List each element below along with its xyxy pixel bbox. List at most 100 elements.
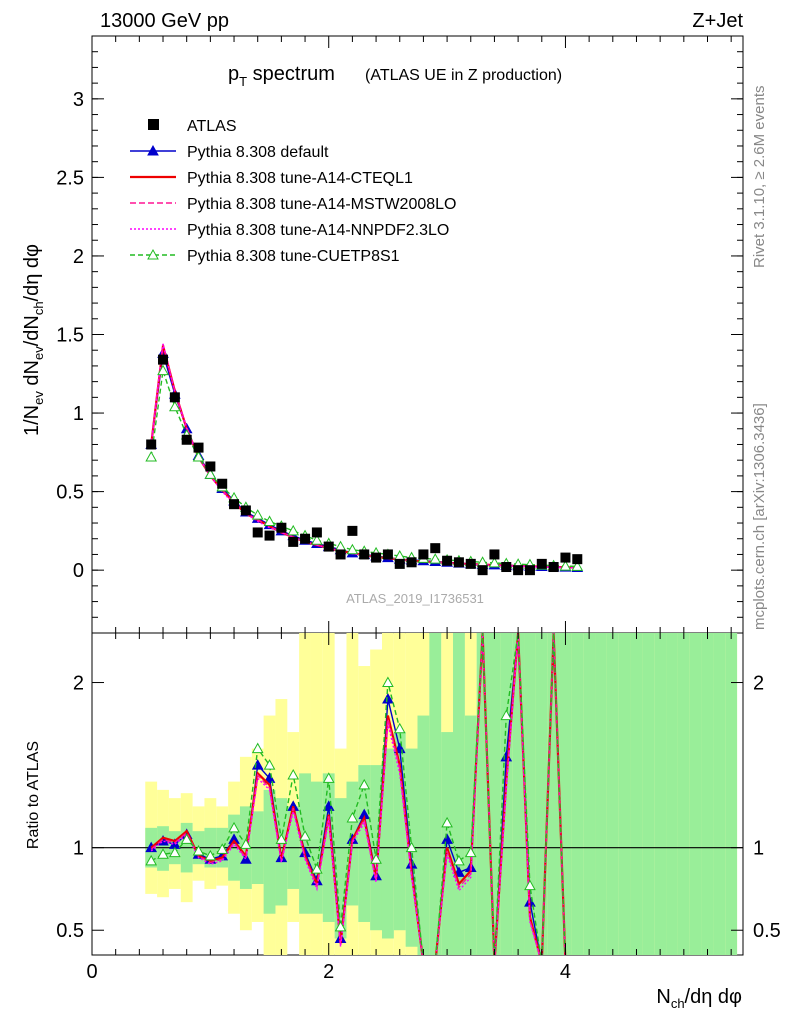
legend-entry: Pythia 8.308 tune-A14-MSTW2008LO [130, 196, 456, 213]
band-green [559, 633, 572, 955]
main-point [204, 468, 217, 479]
main-point [251, 509, 264, 520]
band-green [476, 633, 489, 955]
ratio-point [441, 833, 453, 844]
ratio-point [322, 800, 335, 811]
band-green [618, 633, 631, 955]
axes-layer: 00.511.522.530.5 0.51 12 20 2 4 [56, 36, 781, 983]
main-point [263, 515, 276, 526]
atlas-data-point [217, 478, 228, 489]
main-point [488, 556, 501, 568]
band-green [512, 633, 525, 955]
ratio-y-tick-label-right: 1 [753, 838, 764, 860]
atlas-data-point [276, 522, 287, 533]
ratio-point [299, 830, 311, 841]
legend-marker-square [148, 119, 159, 130]
main-line [150, 343, 578, 569]
ratio-point [322, 772, 335, 783]
band-green [453, 633, 465, 955]
atlas-data-point [311, 527, 322, 538]
main-y-tick-label: 1.5 [56, 325, 84, 347]
main-line [150, 345, 578, 569]
band-green [429, 633, 442, 955]
main-point [346, 543, 359, 555]
ratio-point [346, 811, 359, 823]
main-point [287, 524, 300, 536]
band-green [571, 633, 584, 955]
atlas-data-point [193, 442, 204, 453]
band-green [713, 633, 726, 955]
ratio-point [358, 778, 371, 790]
atlas-data-point [229, 499, 240, 510]
ratio-series-layer [145, 633, 567, 955]
atlas-data-point [240, 505, 251, 516]
ratio-point [500, 709, 513, 721]
legend-marker [147, 144, 159, 156]
main-point [169, 400, 181, 412]
band-green [535, 633, 548, 955]
legend-entry: Pythia 8.308 tune-A14-NNPDF2.3LO [130, 222, 449, 239]
legend-label: Pythia 8.308 tune-A14-MSTW2008LO [187, 196, 456, 213]
legend-label: Pythia 8.308 tune-A14-CTEQL1 [187, 170, 413, 187]
atlas-data-point [323, 541, 334, 552]
atlas-data-point [548, 562, 559, 573]
atlas-data-point [442, 555, 453, 566]
ratio-point [240, 838, 252, 849]
atlas-data-point [465, 558, 476, 569]
legend-label: ATLAS [187, 118, 237, 135]
ratio-point [405, 841, 418, 853]
atlas-data-point [477, 565, 488, 576]
x-axis-label: Nch/dη dφ [656, 986, 742, 1011]
atlas-data-point [335, 549, 346, 560]
band-green [381, 748, 394, 939]
atlas-data-point [371, 552, 382, 563]
ratio-point [393, 722, 406, 734]
ratio-point [453, 854, 465, 866]
ratio-y-tick-label: 2 [73, 673, 84, 695]
ratio-y-tick-label: 0.5 [56, 920, 84, 942]
band-green [547, 633, 560, 955]
atlas-data-point [536, 558, 547, 569]
main-point [571, 560, 584, 571]
main-y-tick-label: 2 [73, 246, 84, 268]
legend-marker [147, 248, 159, 260]
atlas-data-point [406, 557, 417, 568]
band-green [299, 773, 311, 914]
ratio-uncertainty-bands [92, 633, 743, 955]
band-green [642, 633, 655, 955]
atlas-data-point [489, 549, 500, 560]
atlas-data-point [418, 549, 429, 560]
band-green [666, 633, 678, 955]
band-green [595, 633, 607, 955]
legend-label: Pythia 8.308 default [187, 144, 329, 161]
collision-energy-label: 13000 GeV pp [100, 10, 229, 32]
atlas-data-point [288, 536, 299, 547]
band-green [701, 633, 714, 955]
ratio-point [524, 879, 536, 891]
ratio-point [204, 849, 217, 861]
ratio-y-tick-label-right: 2 [753, 673, 764, 695]
band-green [464, 715, 477, 955]
atlas-data-point [169, 392, 180, 403]
ratio-point [145, 854, 158, 866]
x-tick-label: 0 [86, 961, 97, 983]
ratio-point [334, 920, 347, 932]
ratio-point [287, 768, 300, 780]
main-point [311, 534, 323, 545]
legend-label: Pythia 8.308 tune-CUETP8S1 [187, 248, 400, 265]
atlas-data-point [513, 565, 524, 576]
atlas-data-point [359, 549, 370, 560]
rivet-version-label: Rivet 3.1.10, ≥ 2.6M events [751, 86, 768, 269]
legend: ATLAS Pythia 8.308 default Pythia 8.308 tu… [130, 118, 456, 265]
ratio-point [228, 833, 240, 844]
atlas-data-point [560, 552, 571, 563]
analysis-id: ATLAS_2019_I1736531 [346, 591, 484, 606]
ratio-point [311, 863, 323, 874]
ratio-point [464, 846, 477, 858]
ratio-y-tick-label: 1 [73, 838, 84, 860]
legend-entry: Pythia 8.308 tune-CUETP8S1 [130, 248, 400, 265]
main-y-tick-label: 1 [73, 403, 84, 425]
band-green [677, 633, 690, 955]
main-point [157, 364, 169, 376]
legend-entry: Pythia 8.308 tune-A14-CTEQL1 [130, 170, 413, 187]
